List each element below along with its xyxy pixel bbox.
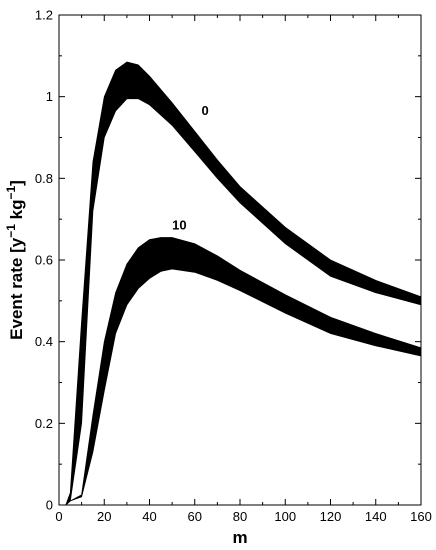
y-tick-label: 0.2 (35, 416, 53, 431)
band-labels: 0 10 (172, 103, 209, 232)
band-label-0: 0 (202, 103, 209, 118)
x-tick-label: 100 (274, 509, 296, 524)
band-layer (65, 61, 422, 506)
x-tick-label: 40 (142, 509, 156, 524)
y-tick-label: 1 (46, 89, 53, 104)
x-axis-ticks: 0 20 40 60 80 100 120 140 160 (55, 15, 432, 524)
x-tick-label: 0 (55, 509, 62, 524)
y-axis-title-sup2: −1 (4, 186, 18, 200)
y-tick-label: 0.6 (35, 253, 53, 268)
y-axis-ticks: 0 0.2 0.4 0.6 0.8 1 1.2 (35, 8, 421, 513)
y-axis-title-mid: kg (7, 200, 26, 225)
y-axis-title-sup1: −1 (4, 224, 18, 238)
y-tick-label: 0 (46, 498, 53, 513)
y-tick-label: 1.2 (35, 8, 53, 23)
x-tick-label: 20 (97, 509, 111, 524)
band-label-10: 10 (172, 217, 186, 232)
y-axis-title-prefix: Event rate [y (7, 237, 26, 340)
x-axis-title: m (232, 528, 247, 547)
x-tick-label: 80 (233, 509, 247, 524)
x-tick-label: 120 (320, 509, 342, 524)
x-tick-label: 160 (410, 509, 432, 524)
x-tick-label: 140 (365, 509, 387, 524)
x-tick-label: 60 (188, 509, 202, 524)
y-axis-title-suffix: ] (7, 180, 26, 186)
y-tick-label: 0.8 (35, 171, 53, 186)
y-axis-title: Event rate [y−1 kg−1] (4, 180, 26, 340)
y-tick-label: 0.4 (35, 334, 53, 349)
